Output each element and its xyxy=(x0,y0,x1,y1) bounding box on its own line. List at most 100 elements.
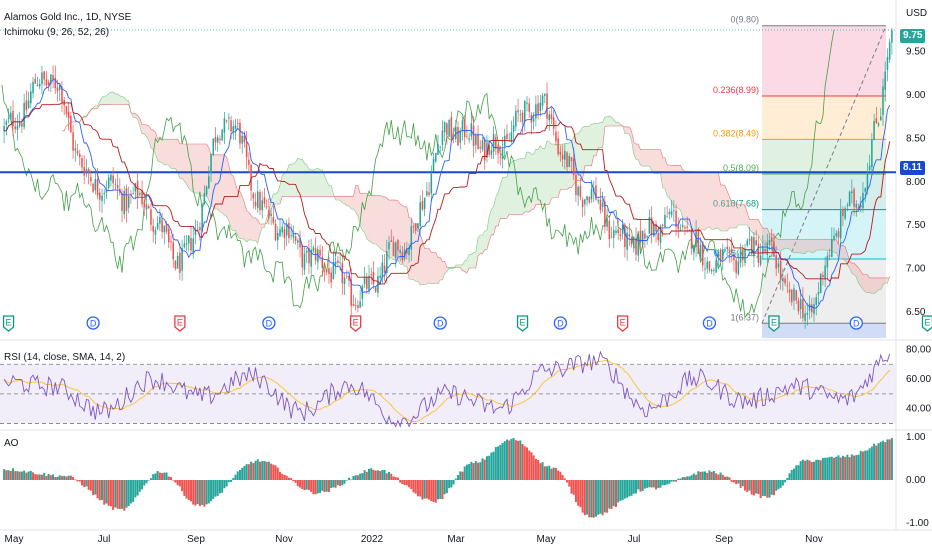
ao-bar xyxy=(514,440,517,480)
ao-bar xyxy=(788,473,791,480)
ichimoku-cloud-segment xyxy=(382,196,385,252)
candle-body xyxy=(83,167,85,176)
earnings-marker-label: E xyxy=(924,318,930,328)
ichimoku-cloud-segment xyxy=(682,169,685,222)
ichimoku-cloud-segment xyxy=(869,277,872,294)
ichimoku-cloud-segment xyxy=(162,139,165,165)
ao-legend[interactable]: AO xyxy=(4,438,19,449)
ichimoku-cloud-segment xyxy=(375,195,378,246)
ao-bar xyxy=(403,480,406,486)
ichimoku-legend[interactable]: Ichimoku (9, 26, 52, 26) xyxy=(4,27,110,38)
ao-bar xyxy=(123,480,126,511)
ao-bar xyxy=(307,480,310,490)
candle-body xyxy=(256,191,259,209)
ichimoku-cloud-segment xyxy=(102,96,105,105)
ao-bar xyxy=(661,480,664,486)
candle-body xyxy=(730,248,733,254)
ao-bar xyxy=(846,454,849,480)
candle-body xyxy=(18,122,21,127)
ichimoku-cloud-segment xyxy=(747,212,750,230)
ichimoku-cloud-segment xyxy=(518,158,521,215)
price-axis-tick: 8.00 xyxy=(906,177,926,188)
candle-body xyxy=(390,240,393,242)
candle-body xyxy=(403,249,406,260)
ichimoku-cloud-segment xyxy=(878,277,881,290)
candle-body xyxy=(159,217,161,224)
ao-bar xyxy=(89,480,92,491)
ichimoku-cloud-segment xyxy=(195,143,198,194)
ao-bar xyxy=(212,480,215,500)
candle-body xyxy=(112,175,114,184)
ichimoku-cloud-segment xyxy=(851,263,855,275)
ao-bar xyxy=(521,444,524,480)
ao-bar xyxy=(339,480,342,487)
ichimoku-cloud-segment xyxy=(500,177,503,219)
ao-bar xyxy=(772,480,775,496)
ao-bar xyxy=(835,456,838,480)
candle-body xyxy=(483,138,486,161)
ao-bar xyxy=(710,471,713,480)
candle-body xyxy=(486,142,488,158)
ao-bar xyxy=(392,476,395,480)
ichimoku-cloud-segment xyxy=(607,115,610,126)
ao-bar xyxy=(390,473,393,480)
ao-bar xyxy=(323,480,326,493)
ichimoku-cloud-segment xyxy=(693,171,697,231)
ao-bar xyxy=(732,480,735,483)
price-axis-tick: 8.50 xyxy=(906,133,926,144)
candle-body xyxy=(423,197,426,210)
ichimoku-cloud-segment xyxy=(845,246,848,266)
ichimoku-cloud-segment xyxy=(720,184,723,231)
candle-body xyxy=(851,191,853,194)
time-axis-tick: May xyxy=(537,534,556,545)
ichimoku-cloud-segment xyxy=(248,212,252,240)
fib-level-label: 0.5(8.09) xyxy=(723,163,759,173)
ao-bar xyxy=(505,439,508,480)
candle-body xyxy=(150,209,152,225)
ao-bar xyxy=(425,480,428,499)
ao-bar xyxy=(806,459,809,480)
ichimoku-cloud-segment xyxy=(475,237,479,269)
candle-body xyxy=(45,79,48,86)
ao-bar xyxy=(356,475,359,480)
ao-bar xyxy=(263,461,266,480)
ao-bar xyxy=(32,472,35,480)
candle-body xyxy=(717,251,720,258)
ichimoku-cloud-segment xyxy=(228,165,232,230)
ao-bar xyxy=(441,480,444,500)
candle-body xyxy=(510,132,513,142)
ichimoku-cloud-segment xyxy=(177,139,180,179)
candle-body xyxy=(770,237,773,242)
rsi-line xyxy=(3,350,891,428)
ao-bar xyxy=(72,477,75,480)
candle-body xyxy=(610,237,613,239)
candle-body xyxy=(864,188,866,192)
ao-bar xyxy=(848,457,851,480)
candle-body xyxy=(23,103,25,127)
ao-bar xyxy=(47,473,50,480)
ao-bar xyxy=(201,480,204,505)
ao-bar xyxy=(445,480,448,494)
ao-bar xyxy=(546,466,549,480)
ao-bar xyxy=(136,480,139,496)
candle-body xyxy=(581,200,584,207)
hline-price-tag[interactable]: 8.11 xyxy=(900,161,925,175)
candle-body xyxy=(216,137,219,143)
ao-bar xyxy=(859,450,862,480)
candle-body xyxy=(624,224,626,247)
ao-bar xyxy=(172,480,175,481)
candle-body xyxy=(891,30,893,43)
candle-body xyxy=(713,269,715,271)
candle-body xyxy=(87,168,90,174)
candle-body xyxy=(34,78,37,84)
candle-body xyxy=(308,247,310,264)
candle-body xyxy=(337,260,339,263)
ao-bar xyxy=(646,480,649,488)
ao-bar xyxy=(824,457,827,480)
rsi-legend[interactable]: RSI (14, close, SMA, 14, 2) xyxy=(4,352,126,363)
ao-bar xyxy=(5,470,8,480)
ichimoku-cloud-segment xyxy=(217,154,220,213)
ao-bar xyxy=(757,480,760,495)
